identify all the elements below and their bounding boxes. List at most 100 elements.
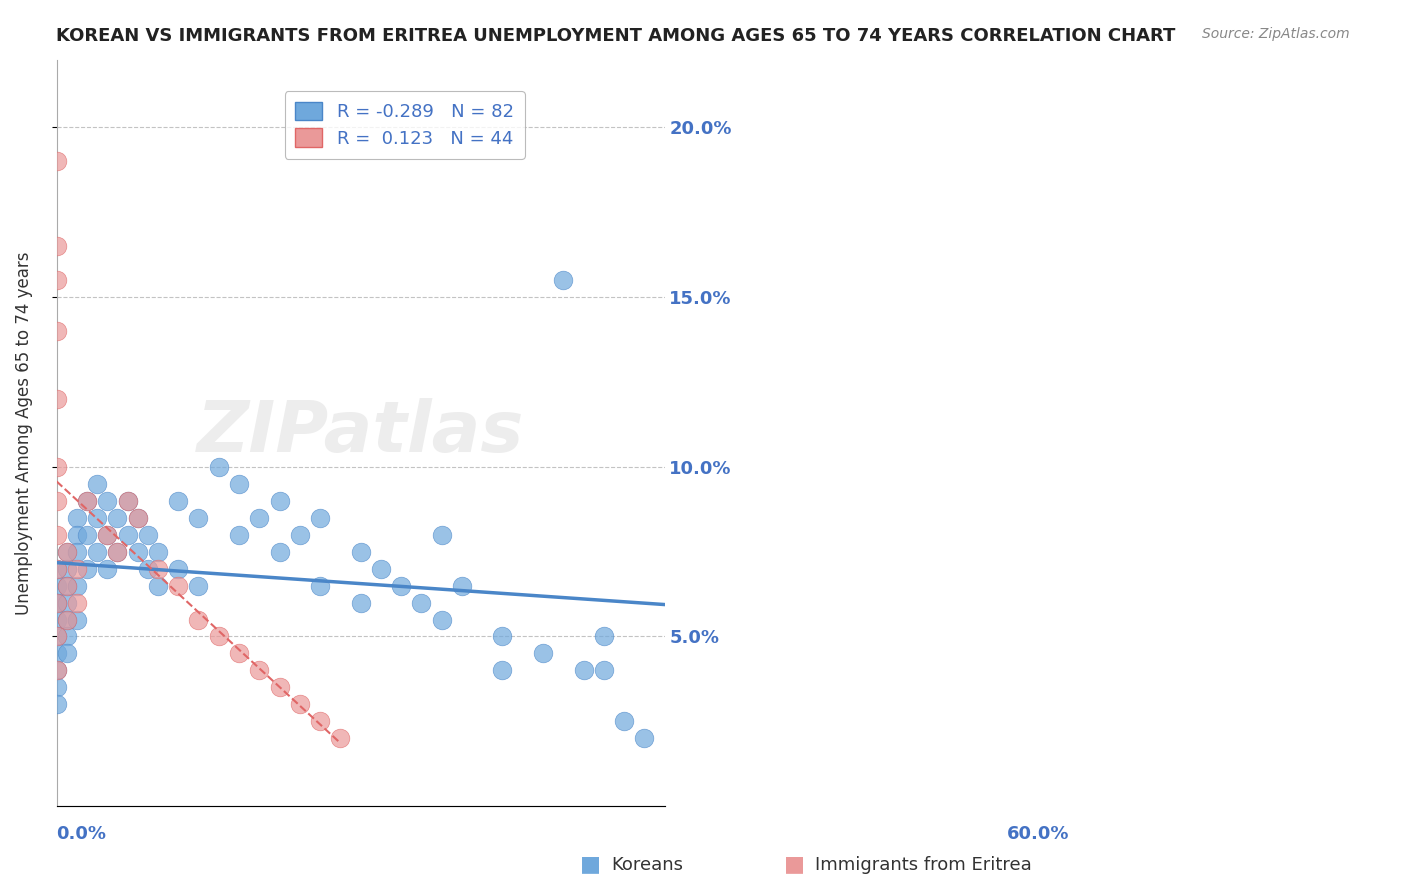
- Text: 60.0%: 60.0%: [1007, 825, 1070, 843]
- Point: [96, 493, 118, 508]
- Point: [76, 527, 98, 541]
- Point: [45, 664, 67, 678]
- Point: [45, 578, 67, 592]
- Point: [329, 731, 352, 746]
- Text: 0.0%: 0.0%: [56, 825, 107, 843]
- Point: [45, 493, 67, 508]
- Point: [45, 392, 67, 406]
- Point: [208, 630, 231, 644]
- Point: [613, 714, 636, 729]
- Point: [45, 239, 67, 253]
- Point: [76, 493, 98, 508]
- Point: [167, 493, 190, 508]
- Point: [349, 595, 371, 609]
- Point: [491, 664, 513, 678]
- Text: Source: ZipAtlas.com: Source: ZipAtlas.com: [1202, 27, 1350, 41]
- Point: [127, 510, 149, 524]
- Point: [55, 630, 77, 644]
- Point: [86, 544, 108, 558]
- Point: [633, 731, 655, 746]
- Point: [55, 578, 77, 592]
- Point: [45, 459, 67, 474]
- Text: KOREAN VS IMMIGRANTS FROM ERITREA UNEMPLOYMENT AMONG AGES 65 TO 74 YEARS CORRELA: KOREAN VS IMMIGRANTS FROM ERITREA UNEMPL…: [56, 27, 1175, 45]
- Point: [451, 578, 474, 592]
- Point: [66, 527, 89, 541]
- Point: [86, 510, 108, 524]
- Point: [269, 681, 291, 695]
- Point: [45, 647, 67, 661]
- Point: [45, 613, 67, 627]
- Point: [349, 544, 371, 558]
- Point: [86, 476, 108, 491]
- Point: [55, 544, 77, 558]
- Point: [107, 544, 129, 558]
- Point: [127, 544, 149, 558]
- Point: [55, 647, 77, 661]
- Point: [136, 561, 159, 575]
- Point: [167, 578, 190, 592]
- Point: [55, 561, 77, 575]
- Point: [45, 527, 67, 541]
- Point: [66, 595, 89, 609]
- Text: ZIPatlas: ZIPatlas: [197, 399, 524, 467]
- Point: [553, 273, 575, 287]
- Point: [55, 578, 77, 592]
- Point: [228, 527, 250, 541]
- Point: [45, 698, 67, 712]
- Point: [117, 493, 139, 508]
- Point: [55, 613, 77, 627]
- Text: Koreans: Koreans: [612, 856, 683, 874]
- Point: [107, 510, 129, 524]
- Point: [66, 578, 89, 592]
- Point: [45, 664, 67, 678]
- Point: [592, 630, 614, 644]
- Point: [269, 544, 291, 558]
- Point: [146, 578, 169, 592]
- Point: [45, 561, 67, 575]
- Point: [208, 459, 231, 474]
- Point: [228, 476, 250, 491]
- Point: [228, 647, 250, 661]
- Point: [66, 544, 89, 558]
- Point: [55, 544, 77, 558]
- Point: [146, 544, 169, 558]
- Point: [288, 527, 311, 541]
- Point: [309, 510, 332, 524]
- Point: [76, 561, 98, 575]
- Point: [389, 578, 412, 592]
- Point: [167, 561, 190, 575]
- Point: [187, 578, 209, 592]
- Point: [66, 510, 89, 524]
- Point: [45, 630, 67, 644]
- Point: [136, 527, 159, 541]
- Text: ■: ■: [785, 855, 804, 874]
- Point: [55, 613, 77, 627]
- Point: [309, 578, 332, 592]
- Point: [45, 595, 67, 609]
- Point: [96, 561, 118, 575]
- Legend: R = -0.289   N = 82, R =  0.123   N = 44: R = -0.289 N = 82, R = 0.123 N = 44: [284, 91, 524, 159]
- Point: [370, 561, 392, 575]
- Point: [430, 527, 453, 541]
- Point: [531, 647, 554, 661]
- Point: [76, 493, 98, 508]
- Point: [45, 595, 67, 609]
- Point: [45, 561, 67, 575]
- Point: [247, 664, 270, 678]
- Text: Immigrants from Eritrea: Immigrants from Eritrea: [815, 856, 1032, 874]
- Point: [187, 613, 209, 627]
- Point: [430, 613, 453, 627]
- Point: [96, 527, 118, 541]
- Point: [45, 154, 67, 169]
- Point: [117, 493, 139, 508]
- Point: [45, 681, 67, 695]
- Point: [127, 510, 149, 524]
- Point: [288, 698, 311, 712]
- Point: [592, 664, 614, 678]
- Point: [247, 510, 270, 524]
- Point: [66, 561, 89, 575]
- Point: [146, 561, 169, 575]
- Point: [45, 273, 67, 287]
- Point: [45, 595, 67, 609]
- Point: [55, 595, 77, 609]
